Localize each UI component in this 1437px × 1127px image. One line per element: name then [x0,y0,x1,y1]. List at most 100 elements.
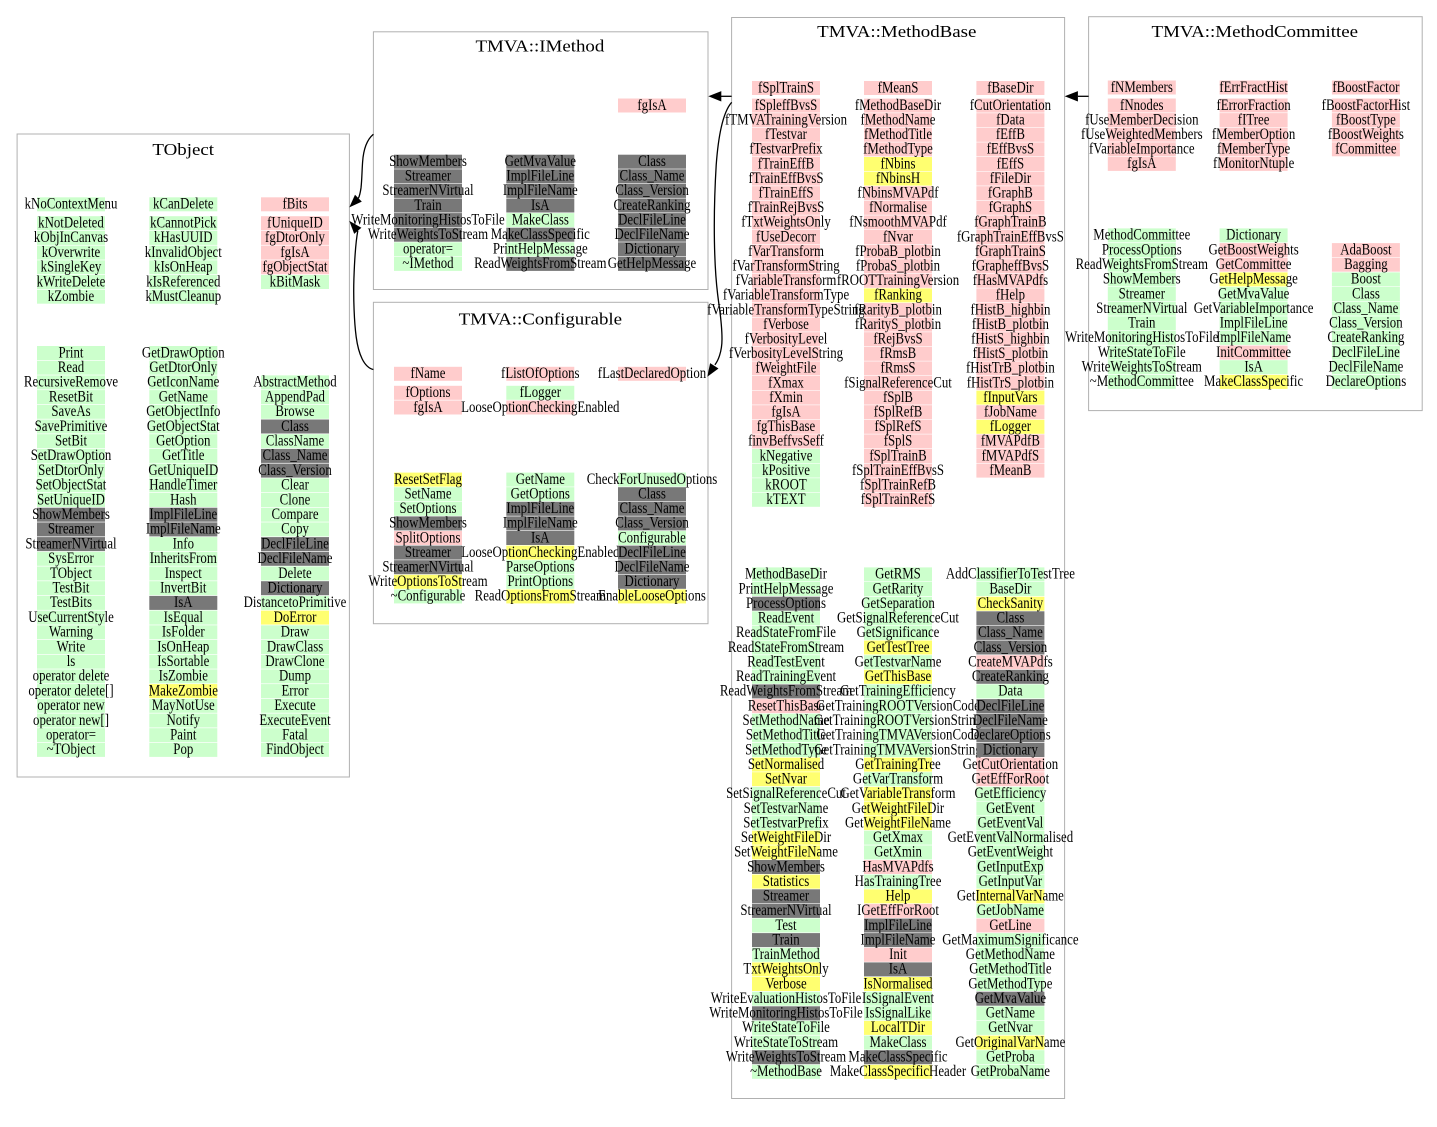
svg-text:kIsOnHeap: kIsOnHeap [154,258,213,276]
svg-text:fTxtWeightsOnly: fTxtWeightsOnly [741,213,831,231]
svg-text:DrawClass: DrawClass [267,638,324,656]
svg-text:fUseWeightedMembers: fUseWeightedMembers [1081,126,1203,144]
svg-text:fNnodes: fNnodes [1120,97,1164,115]
svg-text:Fatal: Fatal [282,726,308,744]
svg-text:ShowMembers: ShowMembers [389,514,467,532]
svg-text:IsA: IsA [174,594,193,612]
svg-text:fEffBvsS: fEffBvsS [987,140,1035,158]
svg-text:SetTestvarName: SetTestvarName [744,800,829,818]
svg-text:Clone: Clone [280,491,311,509]
svg-text:fVarTransformString: fVarTransformString [732,257,840,275]
svg-text:ReadWeightsFromStream: ReadWeightsFromStream [474,255,607,273]
svg-text:Class_Name: Class_Name [978,624,1043,642]
svg-text:DeclFileName: DeclFileName [973,712,1048,730]
svg-text:fVerbosityLevel: fVerbosityLevel [745,330,828,348]
svg-text:GetProba: GetProba [986,1048,1035,1066]
svg-text:ResetBit: ResetBit [49,388,93,406]
svg-text:Train: Train [414,197,442,215]
svg-text:GetMvaValue: GetMvaValue [975,990,1046,1008]
svg-text:DeclFileName: DeclFileName [615,226,690,244]
svg-text:fXmin: fXmin [769,389,803,407]
svg-text:Streamer: Streamer [405,544,451,562]
svg-text:ImplFileName: ImplFileName [503,514,578,532]
svg-text:ShowMembers: ShowMembers [747,858,825,876]
svg-text:fRarityS_plotbin: fRarityS_plotbin [855,316,942,334]
svg-text:fNbins: fNbins [881,155,916,173]
svg-text:IGetEffForRoot: IGetEffForRoot [857,902,939,920]
svg-text:TestBit: TestBit [53,579,90,597]
svg-text:MakeClassSpecific: MakeClassSpecific [1204,373,1304,391]
svg-text:fBoostFactor: fBoostFactor [1332,79,1399,97]
svg-text:MakeClassSpecific: MakeClassSpecific [491,226,591,244]
svg-text:GetLine: GetLine [989,917,1031,935]
svg-text:GetMvaValue: GetMvaValue [505,153,576,171]
svg-text:fgIsA: fgIsA [280,244,310,262]
svg-text:Notify: Notify [167,712,201,730]
svg-text:fMethodType: fMethodType [863,140,933,158]
svg-text:TObject: TObject [50,565,92,583]
svg-text:AbstractMethod: AbstractMethod [253,373,337,391]
svg-text:IsNormalised: IsNormalised [863,975,933,993]
svg-text:ReadWeightsFromStream: ReadWeightsFromStream [1076,256,1209,274]
svg-text:SetUniqueID: SetUniqueID [37,491,105,509]
svg-text:SplitOptions: SplitOptions [396,529,461,547]
svg-text:GetMethodTitle: GetMethodTitle [969,960,1051,978]
svg-text:GetXmin: GetXmin [874,843,922,861]
svg-text:fgObjectStat: fgObjectStat [263,258,328,276]
svg-text:fLastDeclaredOption: fLastDeclaredOption [598,365,707,383]
svg-text:fVerbosityLevelString: fVerbosityLevelString [729,345,844,363]
svg-text:fSplTrainS: fSplTrainS [758,79,814,97]
svg-text:fNormalise: fNormalise [869,199,927,217]
svg-text:kNegative: kNegative [760,447,813,465]
svg-text:CreateRanking: CreateRanking [1327,329,1405,347]
svg-text:fVariableTransformTypeString: fVariableTransformTypeString [707,301,865,319]
svg-text:Dictionary: Dictionary [1226,226,1282,244]
svg-text:GetXmax: GetXmax [873,829,924,847]
svg-text:kSingleKey: kSingleKey [41,258,102,276]
svg-text:~MethodCommittee: ~MethodCommittee [1090,373,1194,391]
svg-text:GetHelpMessage: GetHelpMessage [1209,270,1297,288]
svg-text:WriteWeightsToStream: WriteWeightsToStream [726,1048,847,1066]
svg-text:Class_Name: Class_Name [620,167,685,185]
svg-text:fBoostWeights: fBoostWeights [1328,126,1404,144]
svg-text:fUseMemberDecision: fUseMemberDecision [1085,111,1199,129]
svg-text:fSplTrainRefS: fSplTrainRefS [861,491,935,509]
svg-text:fHistTrB_plotbin: fHistTrB_plotbin [966,359,1055,377]
svg-text:ProcessOptions: ProcessOptions [1102,241,1182,259]
svg-text:fWeightFile: fWeightFile [755,359,816,377]
svg-text:IsA: IsA [889,960,908,978]
svg-text:ShowMembers: ShowMembers [32,506,110,524]
svg-text:Dictionary: Dictionary [983,741,1039,759]
svg-text:SetOptions: SetOptions [399,500,456,518]
svg-text:Configurable: Configurable [618,529,686,547]
svg-text:GetObjectStat: GetObjectStat [147,418,220,436]
svg-text:CreateRanking: CreateRanking [613,197,691,215]
svg-text:Class_Name: Class_Name [620,500,685,518]
svg-text:fHistS_plotbin: fHistS_plotbin [973,345,1049,363]
svg-text:Info: Info [173,535,194,553]
svg-text:fLogger: fLogger [520,384,561,402]
svg-text:fSplTrainRefB: fSplTrainRefB [860,476,936,494]
svg-text:ReadTestEvent: ReadTestEvent [747,653,825,671]
svg-text:Dump: Dump [279,667,311,685]
svg-text:GetIconName: GetIconName [147,373,219,391]
svg-text:AppendPad: AppendPad [265,388,326,406]
svg-text:Draw: Draw [281,623,310,641]
svg-text:ShowMembers: ShowMembers [389,153,467,171]
svg-text:GetInputVar: GetInputVar [979,873,1043,891]
svg-text:IsSortable: IsSortable [157,653,209,671]
svg-text:GetEventVal: GetEventVal [978,814,1044,832]
svg-text:fSplRefB: fSplRefB [874,403,923,421]
svg-text:fTrainEffS: fTrainEffS [759,184,814,202]
svg-text:fTestvarPrefix: fTestvarPrefix [749,140,823,158]
svg-text:fEffB: fEffB [996,126,1025,144]
svg-text:fInputVars: fInputVars [983,389,1037,407]
svg-text:WriteMonitoringHistosToFile: WriteMonitoringHistosToFile [709,1004,862,1022]
svg-text:finvBeffvsSeff: finvBeffvsSeff [748,432,824,450]
svg-text:Browse: Browse [275,403,314,421]
svg-text:ImplFileLine: ImplFileLine [149,506,217,524]
svg-text:IsA: IsA [1244,358,1263,376]
svg-text:fBoostFactorHist: fBoostFactorHist [1322,97,1410,115]
svg-text:fBoostType: fBoostType [1336,111,1396,129]
svg-text:fMemberOption: fMemberOption [1212,126,1296,144]
